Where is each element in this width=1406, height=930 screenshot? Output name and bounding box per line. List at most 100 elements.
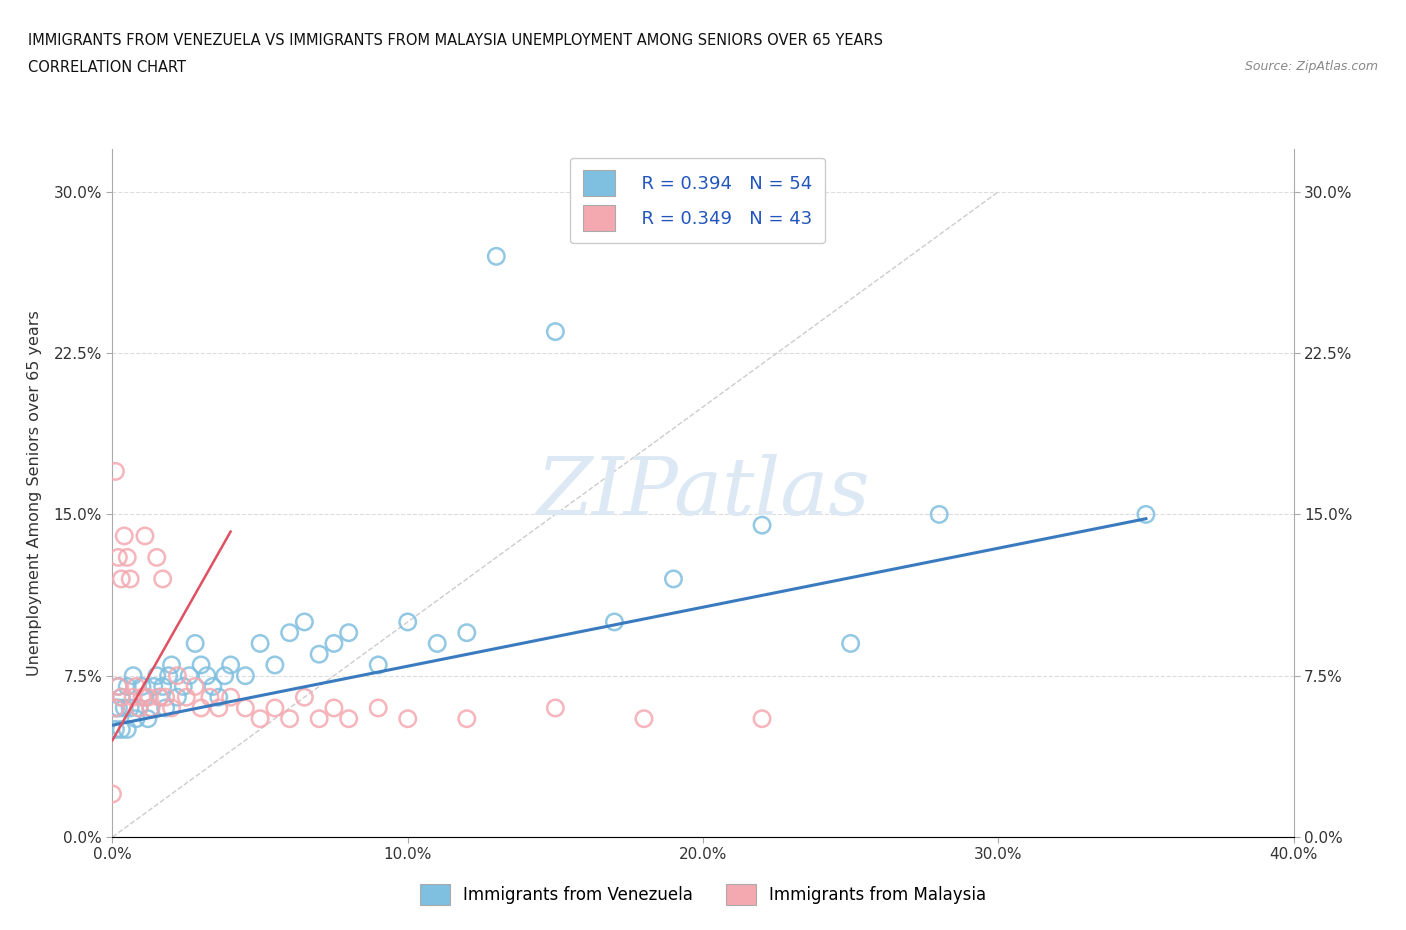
Point [323, 700, 346, 715]
Point [134, 690, 156, 705]
Point [308, 646, 330, 661]
Point [160, 658, 183, 672]
Point [208, 700, 231, 715]
Text: Source: ZipAtlas.com: Source: ZipAtlas.com [1244, 60, 1378, 73]
Point [172, 679, 194, 694]
Point [107, 550, 129, 565]
Point [249, 636, 271, 651]
Point [139, 700, 162, 715]
Point [751, 711, 773, 726]
Point [201, 679, 224, 694]
Point [166, 690, 188, 705]
Point [249, 711, 271, 726]
Point [110, 571, 132, 587]
Point [337, 711, 360, 726]
Point [214, 669, 236, 684]
Point [107, 700, 129, 715]
Point [160, 700, 183, 715]
Point [125, 711, 148, 726]
Point [426, 636, 449, 651]
Point [367, 658, 389, 672]
Point [264, 658, 287, 672]
Point [190, 700, 212, 715]
Point [544, 325, 567, 339]
Point [456, 711, 478, 726]
Point [117, 550, 138, 565]
Point [104, 700, 127, 715]
Y-axis label: Unemployment Among Seniors over 65 years: Unemployment Among Seniors over 65 years [28, 310, 42, 676]
Point [166, 669, 188, 684]
Point [146, 550, 169, 565]
Point [120, 571, 142, 587]
Text: CORRELATION CHART: CORRELATION CHART [28, 60, 186, 75]
Point [110, 722, 132, 737]
Point [233, 700, 256, 715]
Point [208, 690, 231, 705]
Point [128, 700, 150, 715]
Point [112, 700, 135, 715]
Point [104, 700, 127, 715]
Point [184, 636, 207, 651]
Point [104, 722, 127, 737]
Point [337, 625, 360, 640]
Point [155, 690, 177, 705]
Point [131, 679, 153, 694]
Point [198, 690, 221, 705]
Point [134, 528, 156, 543]
Point [456, 625, 478, 640]
Point [278, 711, 301, 726]
Point [1135, 507, 1157, 522]
Point [152, 679, 174, 694]
Point [149, 690, 172, 705]
Point [152, 571, 174, 587]
Point [485, 249, 508, 264]
Point [233, 669, 256, 684]
Point [219, 690, 242, 705]
Point [751, 518, 773, 533]
Point [157, 669, 180, 684]
Point [396, 615, 419, 630]
Point [155, 700, 177, 715]
Point [110, 690, 132, 705]
Point [139, 700, 162, 715]
Point [110, 690, 132, 705]
Point [174, 690, 197, 705]
Point [292, 690, 315, 705]
Legend: Immigrants from Venezuela, Immigrants from Malaysia: Immigrants from Venezuela, Immigrants fr… [413, 878, 993, 911]
Point [195, 669, 218, 684]
Point [122, 669, 145, 684]
Point [184, 679, 207, 694]
Point [125, 679, 148, 694]
Point [308, 711, 330, 726]
Point [107, 679, 129, 694]
Point [219, 658, 242, 672]
Point [107, 679, 129, 694]
Point [149, 690, 172, 705]
Point [179, 669, 201, 684]
Point [131, 690, 153, 705]
Point [603, 615, 626, 630]
Text: IMMIGRANTS FROM VENEZUELA VS IMMIGRANTS FROM MALAYSIA UNEMPLOYMENT AMONG SENIORS: IMMIGRANTS FROM VENEZUELA VS IMMIGRANTS … [28, 33, 883, 47]
Point [136, 690, 159, 705]
Point [104, 464, 127, 479]
Point [142, 679, 165, 694]
Point [928, 507, 950, 522]
Point [128, 700, 150, 715]
Point [117, 722, 138, 737]
Point [396, 711, 419, 726]
Point [264, 700, 287, 715]
Point [544, 700, 567, 715]
Text: ZIPatlas: ZIPatlas [536, 454, 870, 532]
Point [136, 711, 159, 726]
Point [122, 690, 145, 705]
Point [278, 625, 301, 640]
Point [190, 658, 212, 672]
Point [146, 669, 169, 684]
Point [633, 711, 655, 726]
Point [112, 528, 135, 543]
Point [839, 636, 862, 651]
Point [662, 571, 685, 587]
Point [101, 787, 124, 802]
Point [117, 679, 138, 694]
Point [323, 636, 346, 651]
